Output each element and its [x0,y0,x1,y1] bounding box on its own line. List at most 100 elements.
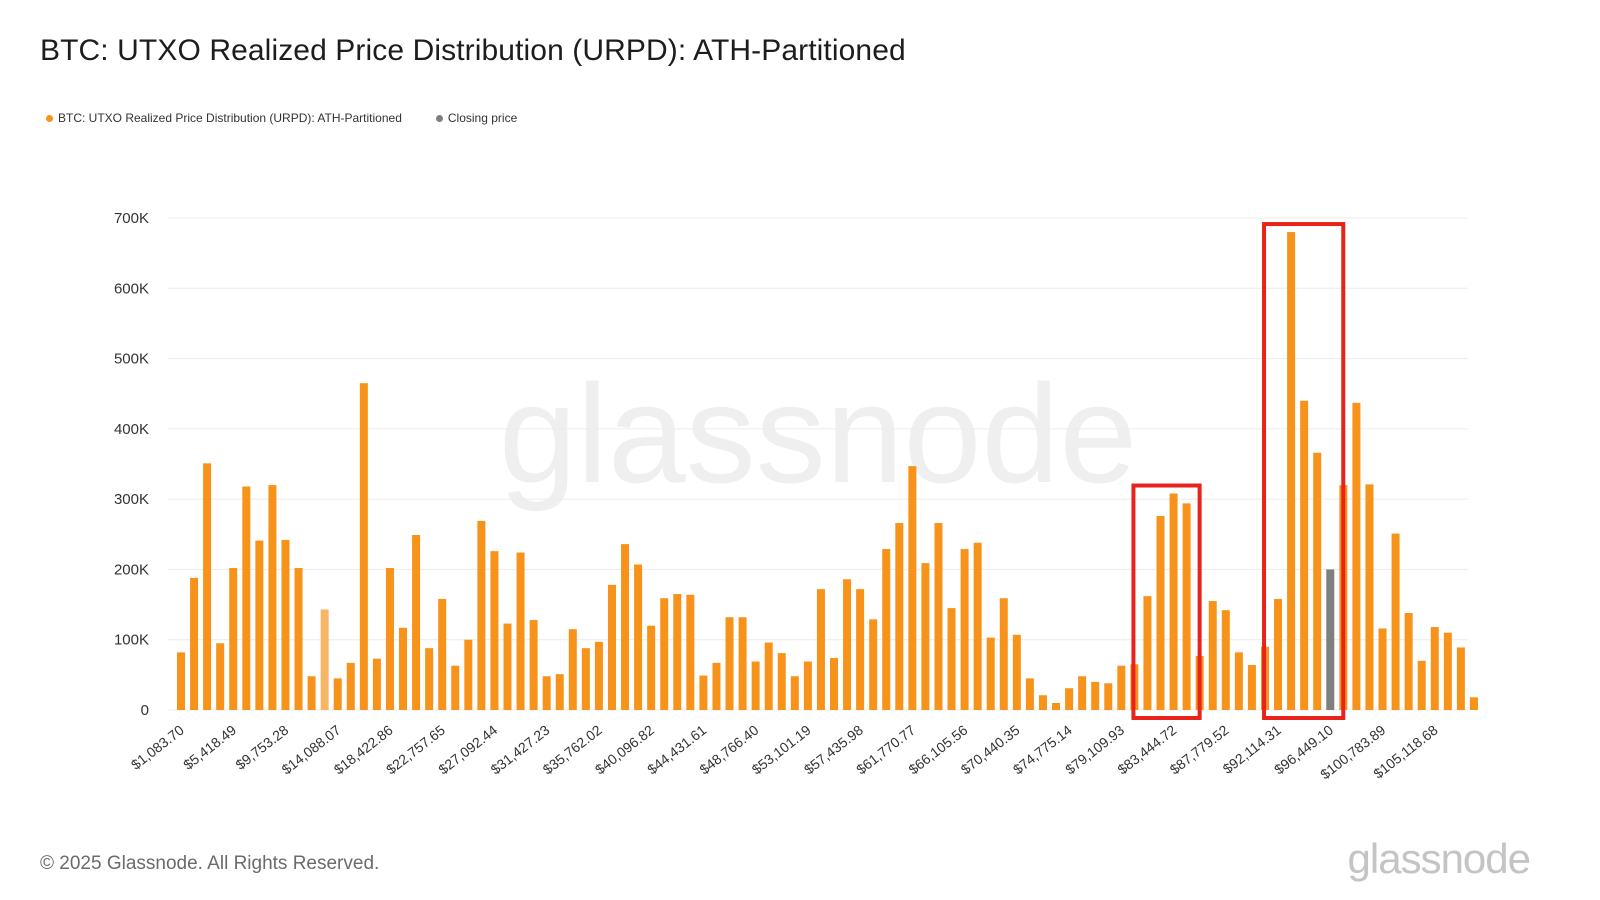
urpd-bar[interactable] [372,658,381,710]
urpd-bar[interactable] [1221,610,1230,710]
legend-item-urpd[interactable]: BTC: UTXO Realized Price Distribution (U… [46,111,402,125]
urpd-bar[interactable] [1156,516,1165,710]
urpd-bar[interactable] [503,623,512,710]
urpd-bar[interactable] [1365,484,1374,710]
urpd-bar[interactable] [516,552,525,710]
urpd-bar[interactable] [594,641,603,710]
urpd-bar[interactable] [869,619,878,710]
urpd-bar[interactable] [1091,681,1100,710]
urpd-bar[interactable] [830,657,838,710]
urpd-bar[interactable] [177,652,185,710]
urpd-bar[interactable] [1025,678,1034,710]
urpd-bar[interactable] [1052,702,1061,710]
urpd-bar[interactable] [399,627,408,710]
urpd-bar[interactable] [1417,660,1426,710]
urpd-bar[interactable] [581,648,590,710]
urpd-bar[interactable] [816,589,825,710]
urpd-bar[interactable] [1300,400,1309,710]
urpd-bar[interactable] [1287,232,1296,710]
urpd-bar[interactable] [947,608,956,710]
urpd-bar[interactable] [464,639,473,710]
urpd-bar[interactable] [1378,628,1387,710]
urpd-bar[interactable] [1104,683,1113,710]
urpd-bar[interactable] [1065,688,1074,710]
urpd-bar[interactable] [895,523,904,710]
urpd-bar[interactable] [934,523,943,710]
urpd-bar[interactable] [1247,665,1256,710]
copyright-footer: © 2025 Glassnode. All Rights Reserved. [40,853,380,874]
legend-item-closing-price[interactable]: Closing price [435,111,517,125]
urpd-bar[interactable] [1469,697,1478,710]
urpd-bar[interactable] [660,598,669,710]
urpd-bar[interactable] [281,539,290,710]
urpd-bar[interactable] [712,662,721,710]
urpd-bar[interactable] [738,617,747,710]
urpd-bar[interactable] [1038,695,1047,710]
urpd-bar[interactable] [882,549,891,710]
urpd-bar[interactable] [960,549,969,710]
urpd-bar[interactable] [1430,627,1439,710]
urpd-bar[interactable] [634,564,643,710]
urpd-bar[interactable] [385,568,394,710]
urpd-bar[interactable] [725,617,734,710]
urpd-bar[interactable] [412,534,421,710]
urpd-bar[interactable] [1404,613,1413,710]
urpd-bar[interactable] [908,466,917,710]
urpd-bar[interactable] [607,584,616,710]
urpd-bar[interactable] [1169,493,1178,710]
urpd-bar[interactable] [999,598,1008,710]
urpd-bar[interactable] [764,642,773,710]
urpd-bar[interactable] [542,676,551,710]
urpd-bar[interactable] [359,383,368,710]
urpd-bar[interactable] [451,665,460,710]
urpd-bar[interactable] [699,675,708,710]
urpd-bar[interactable] [333,678,342,710]
urpd-bar[interactable] [973,542,982,710]
urpd-bar[interactable] [242,486,251,710]
urpd-bar[interactable] [673,594,682,710]
urpd-bar[interactable] [1143,596,1152,710]
urpd-bar[interactable] [190,577,199,710]
urpd-bar[interactable] [751,661,760,711]
urpd-bar[interactable] [268,485,277,710]
urpd-bar[interactable] [1182,503,1191,710]
urpd-bar[interactable] [986,637,995,710]
urpd-bar[interactable] [1208,601,1217,710]
urpd-bar[interactable] [1352,402,1361,710]
urpd-bar[interactable] [1443,632,1452,710]
urpd-bar[interactable] [307,676,316,710]
urpd-bar[interactable] [843,579,852,710]
urpd-bar[interactable] [490,551,499,710]
urpd-bar[interactable] [647,625,656,710]
urpd-bar[interactable] [856,589,865,710]
urpd-bar[interactable] [1012,634,1021,710]
urpd-bar[interactable] [346,662,355,710]
urpd-bar[interactable] [529,620,538,710]
urpd-bar[interactable] [621,544,630,710]
urpd-bar[interactable] [777,653,786,710]
urpd-bar[interactable] [1274,598,1283,710]
urpd-bar[interactable] [1313,452,1322,710]
urpd-bar[interactable] [1391,533,1400,710]
urpd-bar[interactable] [320,609,329,710]
closing-price-bar[interactable] [1326,569,1335,710]
urpd-bar[interactable] [568,629,577,710]
urpd-bar[interactable] [216,643,225,710]
legend: BTC: UTXO Realized Price Distribution (U… [46,111,517,125]
urpd-bar[interactable] [790,676,799,710]
urpd-bar[interactable] [1117,665,1126,710]
urpd-bar[interactable] [803,661,812,711]
urpd-bar[interactable] [1078,676,1087,710]
urpd-bar[interactable] [294,568,303,710]
urpd-bar[interactable] [255,540,264,710]
urpd-bar[interactable] [203,463,212,710]
urpd-bar[interactable] [229,568,238,710]
urpd-bar[interactable] [921,563,930,710]
urpd-bar[interactable] [425,648,434,710]
urpd-bar[interactable] [686,594,695,710]
urpd-bar[interactable] [477,520,486,710]
urpd-bar[interactable] [1456,647,1465,710]
urpd-bar[interactable] [438,598,447,710]
urpd-bar[interactable] [555,674,564,710]
urpd-bar[interactable] [1234,652,1243,710]
